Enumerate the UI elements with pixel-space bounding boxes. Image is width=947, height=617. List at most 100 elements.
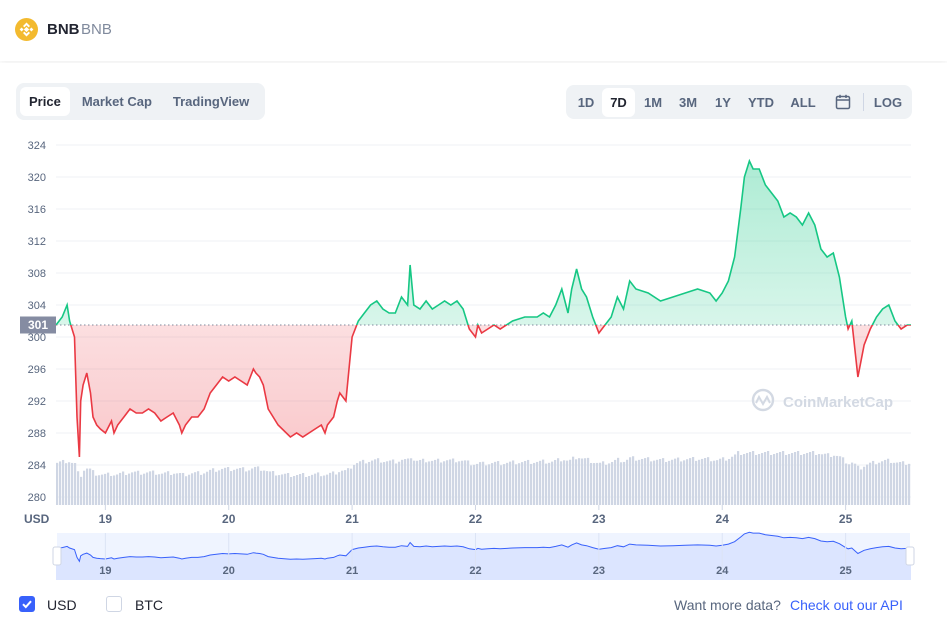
volume-bar: [770, 455, 773, 505]
volume-bar: [191, 473, 194, 505]
tab-market-cap[interactable]: Market Cap: [81, 94, 152, 109]
price-chart[interactable]: 280 284 288 292 296 300 304 308 312 316 320 324 Coi…: [0, 125, 947, 585]
volume-bar: [827, 453, 830, 505]
volume-bar: [737, 451, 740, 505]
range-1m-button[interactable]: 1M: [643, 95, 663, 110]
volume-bar: [245, 471, 248, 505]
range-navigator[interactable]: 19 20 21 22 23 24 25: [52, 531, 915, 580]
volume-bar: [281, 474, 284, 505]
volume-bar: [782, 451, 785, 505]
volume-bar: [110, 475, 113, 505]
volume-bar: [734, 454, 737, 505]
volume-bar: [278, 475, 281, 505]
volume-bar: [908, 463, 911, 505]
range-1d-button[interactable]: 1D: [577, 95, 595, 110]
volume-bar: [335, 474, 338, 505]
api-link[interactable]: Check out our API: [790, 597, 903, 613]
volume-bar: [395, 463, 398, 505]
volume-bar: [704, 458, 707, 505]
volume-bar: [785, 455, 788, 505]
y-tick-label: 296: [28, 364, 46, 376]
navigator-right-handle[interactable]: [905, 546, 915, 566]
volume-bar: [545, 463, 548, 505]
volume-bar: [215, 471, 218, 505]
volume-bar: [107, 472, 110, 505]
volume-bar: [482, 461, 485, 505]
navigator-labels: 19 20 21 22 23 24 25: [99, 533, 852, 580]
volume-bar: [872, 460, 875, 505]
volume-bar: [671, 459, 674, 505]
range-1y-button[interactable]: 1Y: [715, 95, 731, 110]
volume-bar: [587, 457, 590, 505]
volume-bar: [227, 467, 230, 505]
volume-bar: [458, 461, 461, 505]
price-line-above: [55, 158, 911, 325]
volume-bar: [521, 462, 524, 505]
volume-bar: [71, 462, 74, 505]
volume-bar: [422, 458, 425, 505]
navigator-area: [56, 532, 911, 580]
volume-bar: [560, 461, 563, 505]
calendar-icon: [835, 94, 851, 110]
coin-name: BNB: [47, 21, 80, 38]
y-tick-label: 308: [28, 268, 46, 280]
volume-bar: [887, 458, 890, 505]
volume-bar: [647, 457, 650, 505]
navigator-tick-label: 23: [593, 565, 605, 577]
volume-bar: [665, 461, 668, 505]
volume-bar: [254, 466, 257, 505]
y-tick-label: 280: [28, 492, 46, 504]
volume-bar: [695, 460, 698, 505]
volume-bar: [638, 459, 641, 505]
volume-bar: [332, 471, 335, 505]
volume-bar: [569, 459, 572, 505]
volume-bar: [161, 473, 164, 505]
volume-bar: [350, 468, 353, 505]
volume-bar: [101, 474, 104, 505]
volume-bar: [266, 471, 269, 505]
y-axis-labels: 280 284 288 292 296 300 304 308 312 316 320 324: [28, 140, 46, 504]
range-7d-button[interactable]: 7D: [602, 88, 635, 117]
y-axis-unit-label: USD: [24, 512, 50, 526]
tab-price[interactable]: Price: [20, 87, 70, 116]
volume-bar: [845, 463, 848, 505]
navigator-left-handle[interactable]: [52, 546, 62, 566]
volume-bar: [452, 458, 455, 505]
range-ytd-button[interactable]: YTD: [748, 95, 774, 110]
volume-bar: [821, 454, 824, 505]
calendar-button[interactable]: [828, 88, 858, 117]
volume-bar: [206, 471, 209, 505]
volume-bar: [833, 455, 836, 505]
volume-bar: [773, 454, 776, 505]
volume-bar: [137, 470, 140, 505]
volume-bar: [527, 459, 530, 505]
volume-bar: [380, 462, 383, 505]
volume-bar: [500, 465, 503, 505]
volume-bar: [242, 467, 245, 505]
volume-bar: [896, 462, 899, 505]
volume-bar: [662, 458, 665, 505]
range-3m-button[interactable]: 3M: [678, 95, 698, 110]
log-scale-button[interactable]: LOG: [873, 95, 903, 110]
volume-bar: [155, 474, 158, 505]
volume-bar: [812, 451, 815, 505]
time-range-selector: 1D 7D 1M 3M 1Y YTD ALL LOG: [566, 85, 912, 119]
y-tick-label: 292: [28, 396, 46, 408]
range-all-button[interactable]: ALL: [790, 95, 816, 110]
volume-bar: [797, 451, 800, 505]
volume-bar: [176, 473, 179, 505]
usd-checkbox[interactable]: [19, 596, 35, 612]
volume-bar: [626, 459, 629, 505]
y-tick-label: 320: [28, 172, 46, 184]
volume-bar: [617, 457, 620, 505]
volume-bar: [761, 453, 764, 505]
volume-bar: [794, 452, 797, 505]
volume-bar: [320, 476, 323, 505]
volume-bar: [815, 455, 818, 505]
x-tick-label: 25: [839, 512, 853, 526]
volume-bar: [209, 469, 212, 505]
checkmark-icon: [22, 600, 32, 609]
btc-checkbox[interactable]: [106, 596, 122, 612]
volume-bar: [116, 474, 119, 505]
tab-tradingview[interactable]: TradingView: [172, 94, 250, 109]
